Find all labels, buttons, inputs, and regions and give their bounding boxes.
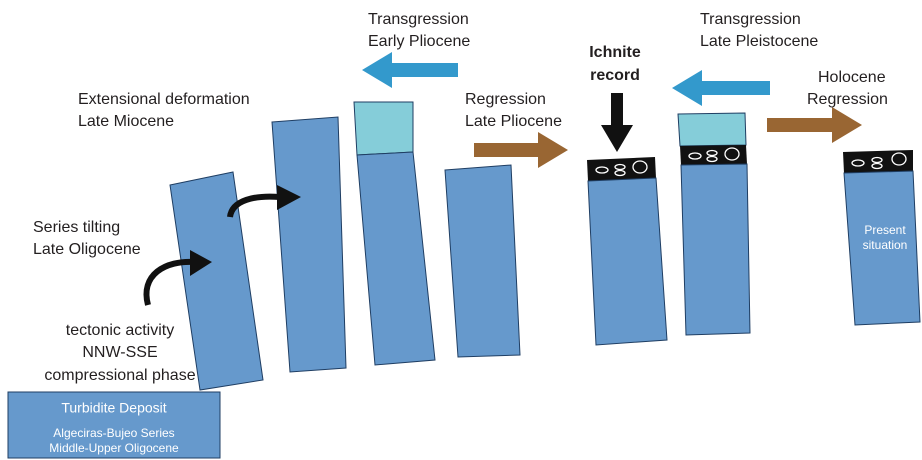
stage-label: Extensional deformation xyxy=(78,91,250,108)
block xyxy=(444,164,521,358)
block xyxy=(271,116,347,373)
arrow-left xyxy=(362,52,458,88)
block xyxy=(169,171,264,391)
arrowhead xyxy=(277,185,301,210)
block xyxy=(843,170,921,326)
base-line: Algeciras-Bujeo Series xyxy=(53,426,174,440)
stage-label: Late Oligocene xyxy=(33,241,141,258)
footprints xyxy=(595,147,907,177)
stage-label: Holocene xyxy=(818,69,886,86)
stage-label: Regression xyxy=(807,91,888,108)
block xyxy=(356,151,436,366)
ichnite-band xyxy=(843,150,913,173)
stage-label: NNW-SSE xyxy=(82,344,157,361)
present-label: Present xyxy=(864,223,906,237)
arrow-down xyxy=(601,93,633,152)
arrow-right xyxy=(474,132,568,168)
block-top xyxy=(677,112,747,147)
arrow-left xyxy=(672,70,770,106)
curved-arrow xyxy=(227,193,281,218)
stage-label: Ichnite xyxy=(589,44,641,61)
stage-label: Regression xyxy=(465,91,546,108)
base-line: Middle-Upper Oligocene xyxy=(49,441,179,455)
stage-label: Early Pliocene xyxy=(368,33,470,50)
stage-label: tectonic activity xyxy=(66,322,174,339)
base-title: Turbidite Deposit xyxy=(61,400,166,416)
stage-label: Late Miocene xyxy=(78,113,174,130)
stage-label: Transgression xyxy=(368,11,469,28)
present-label: situation xyxy=(863,238,908,252)
block-top xyxy=(353,101,414,156)
stage-label: record xyxy=(590,67,640,84)
stage-label: Late Pleistocene xyxy=(700,33,818,50)
stage-label: Transgression xyxy=(700,11,801,28)
block xyxy=(680,163,751,336)
arrowhead xyxy=(190,250,212,276)
stage-label: Late Pliocene xyxy=(465,113,562,130)
base-deposit xyxy=(7,391,221,459)
curved-arrow xyxy=(143,258,196,306)
block xyxy=(587,177,668,346)
arrow-right xyxy=(767,107,862,143)
stage-label: Series tilting xyxy=(33,219,120,236)
stage-label: compressional phase xyxy=(44,367,195,384)
